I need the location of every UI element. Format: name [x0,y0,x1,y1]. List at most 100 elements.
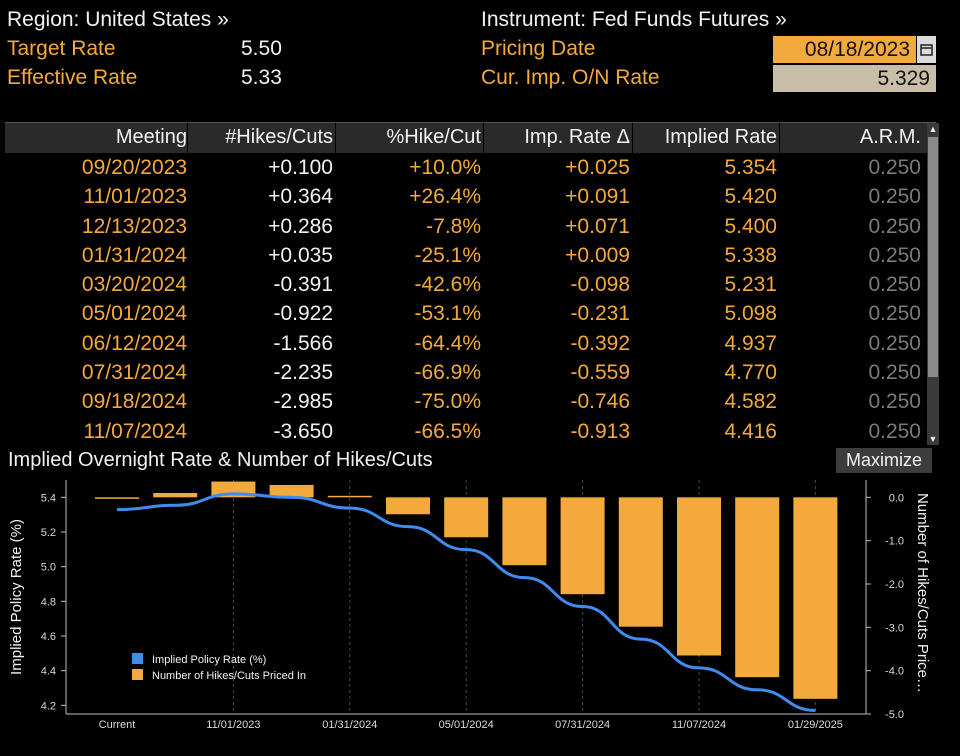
pricing-date-label: Pricing Date [481,37,596,60]
cell-implied-rate: 5.400 [724,214,777,238]
x-tick-label: Current [99,719,136,731]
col-imp-rate-delta[interactable]: Imp. Rate Δ [524,126,630,148]
table-row[interactable]: 12/13/2023 +0.286 -7.8% +0.071 5.400 0.250 [5,213,927,242]
cell-implied-rate: 5.420 [724,185,777,209]
y-tick-label: 4.6 [41,631,56,643]
cell-imp-rate-delta: +0.025 [565,156,630,179]
pricing-date-input[interactable]: 08/18/2023 [773,36,916,63]
cell-meeting: 11/07/2024 [83,419,187,443]
legend-label-bar: Number of Hikes/Cuts Priced In [152,670,306,682]
cell-meeting: 09/20/2023 [81,156,187,179]
meetings-table: Meeting #Hikes/Cuts %Hike/Cut Imp. Rate … [5,122,939,447]
y-tick-label: 4.4 [41,666,56,678]
instrument-selector[interactable]: Instrument: Fed Funds Futures » [481,8,787,31]
calendar-icon[interactable] [917,36,936,63]
cell-pct-hike-cut: -25.1% [414,243,481,267]
cell-meeting: 05/01/2024 [81,302,187,326]
cell-arm: 0.250 [868,331,921,355]
target-rate-value: 5.50 [241,37,282,60]
bar [560,497,605,595]
cell-hikes-cuts: +0.035 [268,243,333,267]
table-row[interactable]: 09/18/2024 -2.985 -75.0% -0.746 4.582 0.250 [5,388,927,417]
cell-imp-rate-delta: +0.091 [565,185,630,209]
y-tick-label: 5.0 [41,562,56,574]
table-row[interactable]: 11/07/2024 -3.650 -66.5% -0.913 4.416 0.250 [5,418,927,447]
bar [618,497,663,627]
on-rate-label: Cur. Imp. O/N Rate [481,66,660,89]
col-implied-rate[interactable]: Implied Rate [664,126,777,148]
cell-hikes-cuts: -3.650 [273,419,333,443]
y-tick-label: 5.4 [41,492,56,504]
cell-hikes-cuts: -2.985 [273,390,333,414]
table-row[interactable]: 05/01/2024 -0.922 -53.1% -0.231 5.098 0.250 [5,300,927,329]
cell-meeting: 01/31/2024 [81,243,187,267]
bar [386,497,430,515]
cell-meeting: 06/12/2024 [81,331,187,355]
cell-arm: 0.250 [868,273,921,297]
y2-tick-label: -2.0 [885,579,904,591]
table-scrollbar[interactable]: ▲ ▼ [927,123,939,445]
bar [502,497,547,566]
cell-pct-hike-cut: -53.1% [414,302,481,326]
bar [269,484,314,498]
chart-title: Implied Overnight Rate & Number of Hikes… [8,449,433,471]
table-row[interactable]: 06/12/2024 -1.566 -64.4% -0.392 4.937 0.250 [5,330,927,359]
y2-tick-label: -4.0 [885,666,904,678]
cell-hikes-cuts: -0.922 [273,302,333,326]
cell-pct-hike-cut: -42.6% [414,273,481,297]
legend-swatch-line [132,653,143,664]
y-axis-title: Implied Policy Rate (%) [8,519,25,675]
cell-imp-rate-delta: +0.009 [565,243,630,267]
y-tick-label: 5.2 [41,527,56,539]
col-pct-hike-cut[interactable]: %Hike/Cut [386,126,481,148]
cell-arm: 0.250 [868,419,921,443]
col-arm[interactable]: A.R.M. [859,126,921,148]
cell-imp-rate-delta: -0.559 [570,361,630,385]
cell-arm: 0.250 [868,156,921,179]
bar [677,497,721,656]
maximize-button[interactable]: Maximize [836,448,932,473]
x-tick-label: 01/31/2024 [322,719,377,731]
table-row[interactable]: 07/31/2024 -2.235 -66.9% -0.559 4.770 0.250 [5,359,927,388]
x-tick-label: 05/01/2024 [439,719,494,731]
table-row[interactable]: 01/31/2024 +0.035 -25.1% +0.009 5.338 0.250 [5,242,927,271]
scroll-thumb[interactable] [928,137,938,377]
table-row[interactable]: 03/20/2024 -0.391 -42.6% -0.098 5.231 0.250 [5,271,927,300]
bar [444,497,489,538]
series-line-implied-rate [116,492,816,713]
scroll-down-icon[interactable]: ▼ [928,434,938,444]
cell-pct-hike-cut: +10.0% [409,156,481,179]
cell-hikes-cuts: +0.100 [268,156,333,179]
table-row[interactable]: 09/20/2023 +0.100 +10.0% +0.025 5.354 0.250 [5,154,927,183]
cell-arm: 0.250 [868,390,921,414]
cell-imp-rate-delta: -0.098 [570,273,630,297]
cell-arm: 0.250 [868,185,921,209]
y-tick-label: 4.8 [41,596,56,608]
cell-meeting: 09/18/2024 [81,390,187,414]
cell-implied-rate: 4.416 [724,419,777,443]
x-tick-label: 11/01/2023 [206,719,260,731]
y2-tick-label: -5.0 [885,709,904,721]
table-body: 09/20/2023 +0.100 +10.0% +0.025 5.354 0.250 11… [5,154,927,447]
bar [153,493,198,498]
target-rate-label: Target Rate [7,37,116,60]
cell-imp-rate-delta: -0.746 [570,390,630,414]
cell-implied-rate: 5.338 [724,243,777,267]
bar [793,497,838,699]
y-tick-label: 4.2 [41,700,56,712]
col-hikes-cuts[interactable]: #Hikes/Cuts [225,126,333,148]
region-selector[interactable]: Region: United States » [7,8,229,31]
effective-rate-value: 5.33 [241,66,282,89]
cell-arm: 0.250 [868,243,921,267]
cell-implied-rate: 5.098 [724,302,777,326]
table-row[interactable]: 11/01/2023 +0.364 +26.4% +0.091 5.420 0.250 [5,183,927,212]
col-meeting[interactable]: Meeting [115,126,187,148]
table-header: Meeting #Hikes/Cuts %Hike/Cut Imp. Rate … [5,123,927,153]
cell-arm: 0.250 [868,302,921,326]
cell-arm: 0.250 [868,214,921,238]
cell-arm: 0.250 [868,361,921,385]
cell-pct-hike-cut: +26.4% [409,185,481,209]
scroll-up-icon[interactable]: ▲ [928,124,938,134]
y2-tick-label: 0.0 [889,492,904,504]
cell-meeting: 11/01/2023 [83,185,187,209]
